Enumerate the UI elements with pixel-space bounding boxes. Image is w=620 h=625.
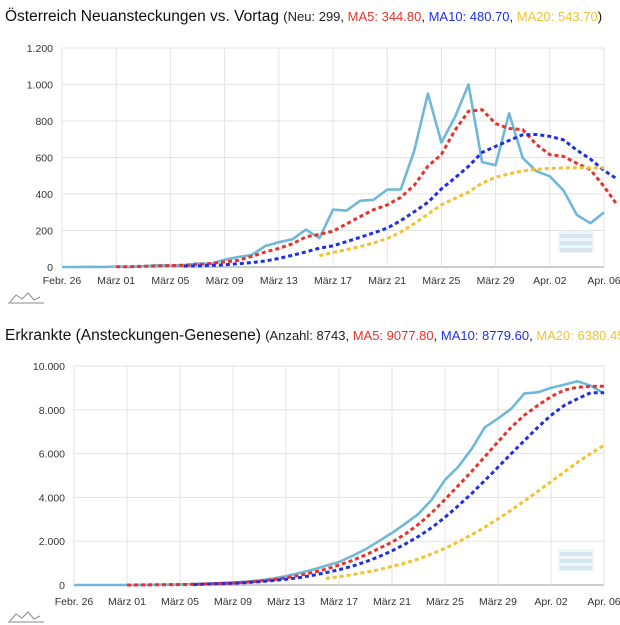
x-tick-label: März 13 (260, 275, 298, 287)
y-tick-label: 10.000 (33, 361, 65, 373)
y-tick-label: 4.000 (39, 492, 65, 504)
x-tick-label: März 29 (479, 596, 517, 608)
series-line-ma10 (183, 133, 619, 268)
x-tick-label: März 01 (97, 275, 135, 287)
y-tick-label: 200 (35, 226, 53, 238)
x-tick-label: Apr. 02 (533, 275, 566, 287)
x-tick-label: März 05 (151, 275, 189, 287)
y-tick-label: 1.200 (27, 43, 53, 55)
y-tick-label: 0 (59, 580, 65, 592)
series-line-ma5 (126, 384, 605, 587)
sparkline-icon (8, 292, 44, 304)
legend-ma20: MA20: 6380.45 (536, 328, 620, 343)
x-tick-label: März 09 (206, 275, 244, 287)
y-tick-label: 1.000 (27, 80, 53, 92)
legend-ma10: MA10: 8779.60 (440, 328, 530, 343)
x-tick-label: März 09 (214, 596, 252, 608)
chart-title-text: Erkrankte (Ansteckungen-Genesene) (5, 327, 261, 344)
y-tick-label: 400 (35, 189, 53, 201)
chart-erkrankte: Erkrankte (Ansteckungen-Genesene) (Anzah… (0, 318, 620, 625)
y-tick-label: 800 (35, 116, 53, 128)
chart-title: Österreich Neuansteckungen vs. Vortag (N… (5, 8, 603, 25)
sparkline-icon (8, 611, 44, 623)
x-tick-label: Apr. 06 (587, 596, 620, 608)
legend-ma20: MA20: 543.70 (516, 9, 598, 24)
y-tick-label: 2.000 (39, 536, 65, 548)
x-tick-label: Febr. 26 (43, 275, 82, 287)
chart-title-text: Österreich Neuansteckungen vs. Vortag (5, 8, 279, 25)
plot-area: 0 2.000 4.000 6.000 8.000 10.000 Febr. 26 März … (8, 361, 620, 623)
watermark-logo (558, 549, 594, 571)
legend-ma5: MA5: 344.80 (347, 9, 422, 24)
y-tick-label: 8.000 (39, 405, 65, 417)
legend-ma10: MA10: 480.70 (428, 9, 510, 24)
x-tick-label: März 13 (267, 596, 305, 608)
x-tick-label: März 29 (477, 275, 515, 287)
x-tick-label: Apr. 06 (587, 275, 620, 287)
plot-area: 0 200 400 600 800 1.000 1.200 Febr. 26 März 01 Mä… (8, 43, 620, 304)
x-tick-label: Febr. 26 (55, 596, 94, 608)
series-line-ma5 (116, 108, 619, 269)
x-tick-label: März 25 (426, 596, 464, 608)
legend-ma5: MA5: 9077.80 (352, 328, 434, 343)
watermark-logo (558, 231, 594, 253)
x-tick-label: März 01 (108, 596, 146, 608)
x-tick-label: März 21 (368, 275, 406, 287)
x-tick-label: März 21 (373, 596, 411, 608)
x-tick-label: März 17 (314, 275, 352, 287)
y-tick-label: 0 (47, 262, 53, 274)
y-tick-label: 600 (35, 153, 53, 165)
y-tick-label: 6.000 (39, 449, 65, 461)
series-line-ma20 (319, 166, 604, 258)
x-tick-label: März 17 (320, 596, 358, 608)
legend-neu: Neu: 299 (287, 9, 341, 24)
chart-neuansteckungen: Österreich Neuansteckungen vs. Vortag (N… (5, 8, 620, 304)
x-tick-label: März 25 (422, 275, 460, 287)
chart-title: Erkrankte (Ansteckungen-Genesene) (Anzah… (5, 327, 620, 345)
legend-anzahl: Anzahl: 8743 (269, 328, 346, 343)
x-tick-label: März 05 (161, 596, 199, 608)
series-line-ma10 (193, 391, 604, 587)
x-tick-label: Apr. 02 (534, 596, 567, 608)
